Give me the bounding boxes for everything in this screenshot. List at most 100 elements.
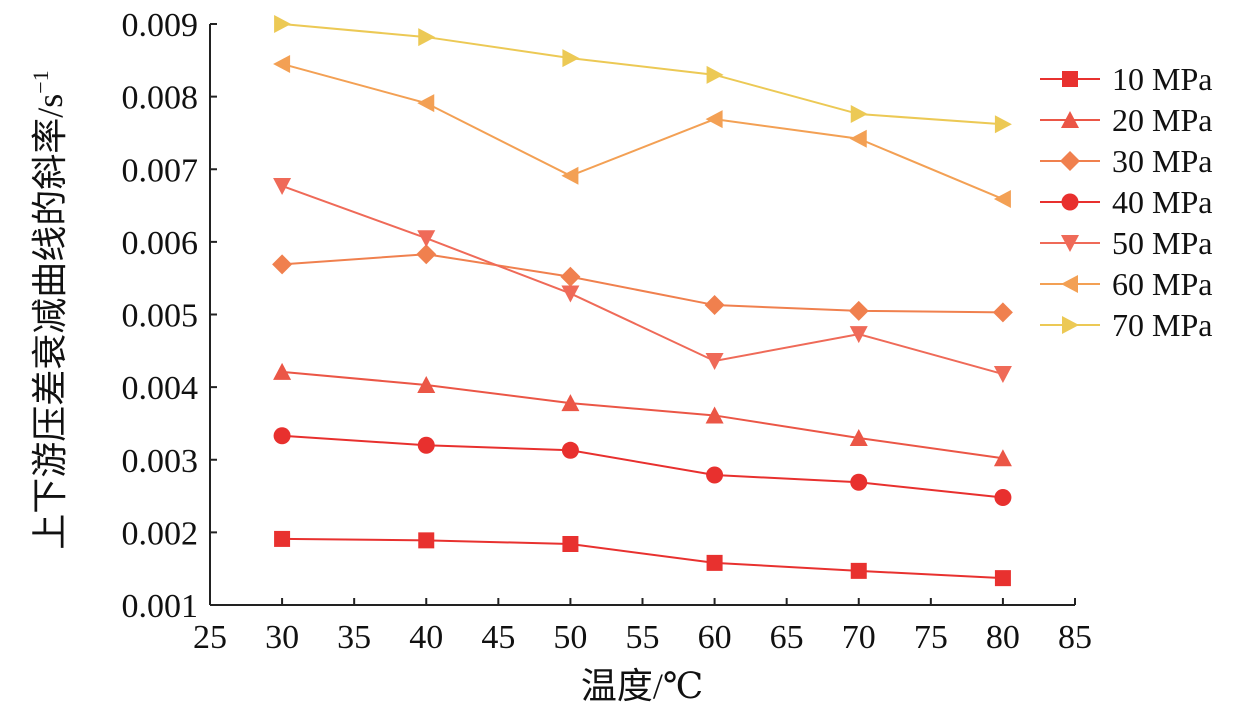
data-point	[994, 115, 1012, 134]
series-60-mpa	[273, 54, 1011, 209]
data-point	[994, 570, 1011, 587]
y-tick-label: 0.008	[122, 80, 199, 117]
x-tick-label: 60	[698, 619, 732, 656]
legend-marker	[1062, 71, 1078, 87]
data-point	[418, 532, 435, 549]
series-line	[281, 185, 1004, 376]
data-point	[561, 285, 580, 303]
series-line	[281, 370, 1004, 460]
y-tick-label: 0.005	[122, 298, 199, 335]
x-tick-label: 55	[626, 619, 660, 656]
data-point	[849, 326, 868, 344]
legend: 10 MPa 20 MPa 30 MPa 40 MPa 50 MPa 60 MPa 70 M…	[1040, 61, 1212, 343]
legend-item: 60 MPa	[1040, 266, 1212, 302]
data-point	[850, 473, 868, 491]
x-tick-label: 75	[914, 619, 948, 656]
legend-marker	[1061, 275, 1078, 293]
x-tick-label: 40	[409, 619, 443, 656]
data-point	[561, 394, 580, 412]
legend-marker	[1061, 193, 1079, 211]
series-50-mpa	[273, 177, 1012, 384]
data-point	[273, 362, 292, 380]
x-tick-label: 80	[986, 619, 1020, 656]
legend-label: 30 MPa	[1112, 143, 1212, 179]
series-line	[281, 62, 1004, 200]
data-point	[274, 15, 292, 33]
legend-item: 40 MPa	[1040, 184, 1212, 220]
y-tick-label: 0.007	[122, 152, 199, 189]
legend-item: 30 MPa	[1040, 143, 1212, 179]
data-point	[850, 105, 868, 124]
legend-label: 20 MPa	[1112, 102, 1212, 138]
data-point	[706, 466, 724, 484]
data-point	[417, 230, 436, 248]
data-point	[416, 244, 437, 265]
x-axis-label: 温度/℃	[581, 666, 703, 706]
data-point	[993, 366, 1012, 384]
series-10-mpa	[274, 530, 1011, 587]
x-tick-label: 30	[265, 619, 299, 656]
data-point	[417, 375, 436, 393]
x-tick-label: 70	[842, 619, 876, 656]
series-line	[282, 434, 1004, 499]
series-30-mpa	[272, 244, 1013, 323]
series-line	[282, 537, 1003, 580]
data-point	[705, 406, 724, 424]
legend-item: 50 MPa	[1040, 225, 1212, 261]
y-tick-label: 0.003	[122, 443, 199, 480]
data-point	[562, 49, 580, 68]
series-line	[281, 23, 1003, 126]
y-tick-label: 0.006	[122, 225, 199, 262]
x-tick-label: 35	[337, 619, 371, 656]
series-line	[282, 253, 1003, 314]
y-tick-label: 0.001	[122, 588, 199, 625]
data-point	[849, 129, 867, 148]
data-point	[273, 427, 291, 445]
x-tick-label: 25	[193, 619, 227, 656]
data-point	[993, 449, 1012, 467]
data-point	[417, 436, 435, 454]
legend-marker	[1062, 316, 1079, 334]
x-tick-label: 65	[770, 619, 804, 656]
data-point	[560, 266, 581, 287]
legend-marker	[1060, 151, 1080, 171]
legend-label: 40 MPa	[1112, 184, 1212, 220]
data-point	[418, 28, 436, 47]
data-point	[993, 190, 1011, 209]
x-tick-label: 45	[481, 619, 515, 656]
legend-item: 70 MPa	[1040, 307, 1212, 343]
data-point	[848, 300, 869, 321]
data-point	[704, 295, 725, 316]
axes: 0.001 0.002 0.003 0.004 0.005 0.006 0.007 0.008…	[122, 7, 1093, 656]
data-point	[272, 254, 293, 275]
data-point	[849, 428, 868, 446]
data-point	[994, 489, 1012, 507]
legend-label: 50 MPa	[1112, 225, 1212, 261]
data-point	[705, 352, 724, 370]
legend-label: 60 MPa	[1112, 266, 1212, 302]
data-point	[274, 530, 291, 547]
series-70-mpa	[274, 15, 1012, 134]
y-tick-label: 0.009	[122, 7, 199, 44]
data-point	[706, 554, 723, 571]
x-tick-label: 50	[553, 619, 587, 656]
data-point	[706, 65, 724, 84]
y-tick-label: 0.004	[122, 370, 199, 407]
series-40-mpa	[273, 427, 1012, 507]
y-tick-label: 0.002	[122, 515, 199, 552]
legend-marker	[1061, 111, 1079, 128]
legend-item: 10 MPa	[1040, 61, 1212, 97]
data-point	[705, 110, 723, 129]
legend-label: 10 MPa	[1112, 61, 1212, 97]
legend-item: 20 MPa	[1040, 102, 1212, 138]
data-point	[417, 94, 435, 113]
legend-label: 70 MPa	[1112, 307, 1212, 343]
y-axis-label-superscript: −1	[28, 70, 53, 93]
data-point	[850, 562, 867, 579]
series-group	[272, 15, 1013, 587]
data-point	[273, 54, 291, 73]
x-tick-label: 85	[1058, 619, 1092, 656]
series-20-mpa	[273, 362, 1012, 467]
data-point	[561, 166, 579, 185]
